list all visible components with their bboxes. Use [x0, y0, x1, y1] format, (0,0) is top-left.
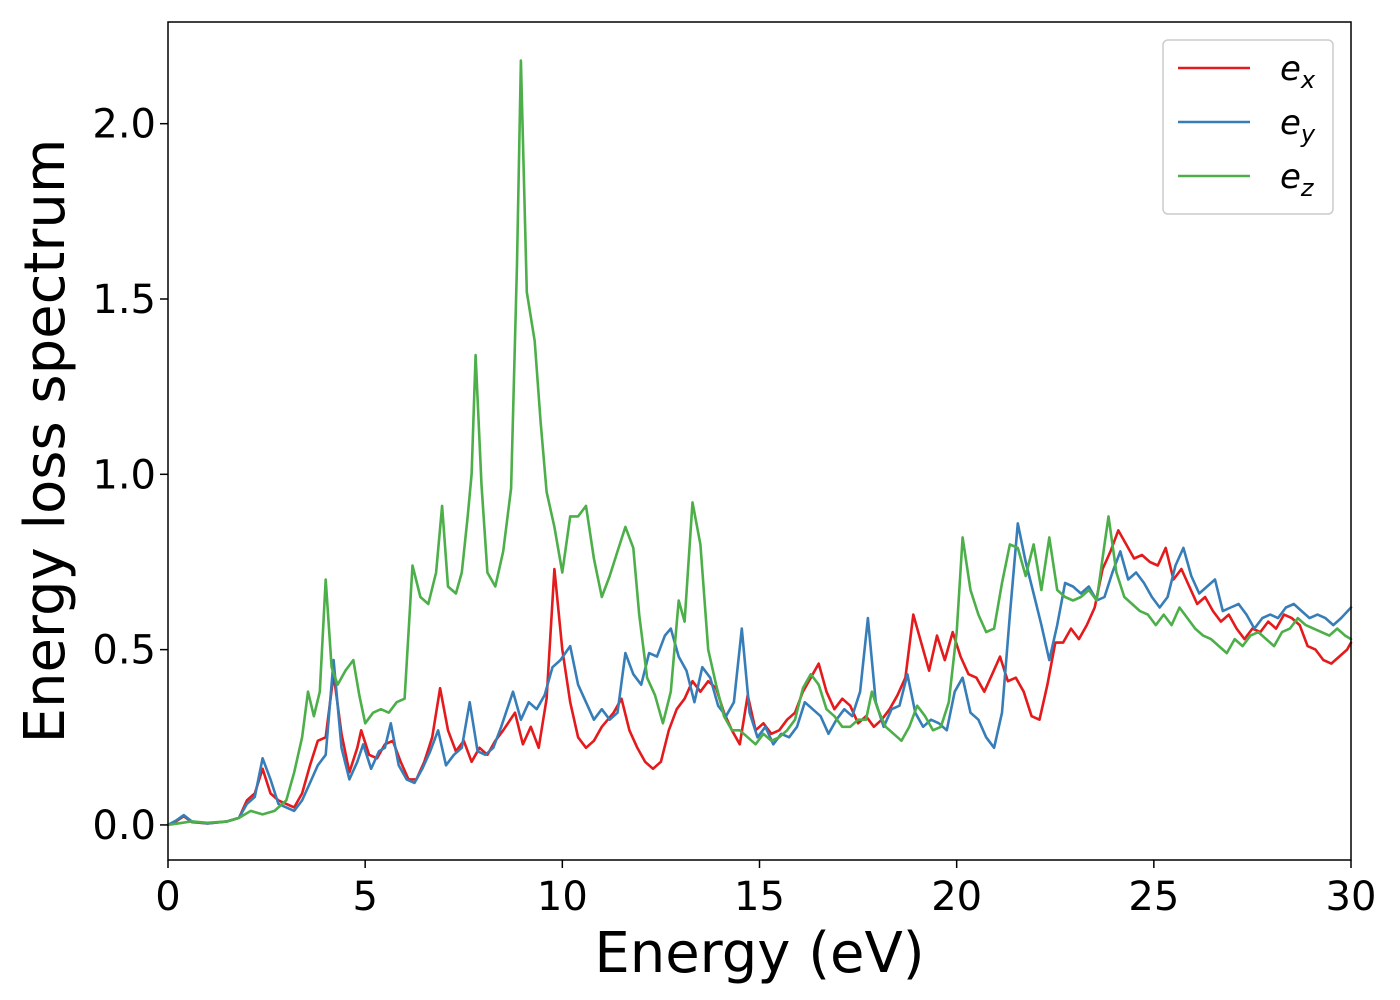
y-axis-ticks: 0.0 0.5 1.0 1.5 2.0 — [92, 102, 168, 849]
x-tick-label: 5 — [352, 874, 377, 920]
x-tick-label: 10 — [537, 874, 588, 920]
x-tick-label: 15 — [734, 874, 785, 920]
y-tick-label: 0.5 — [92, 628, 156, 674]
legend-label-ey: ey — [1280, 103, 1316, 148]
y-axis-label: Energy loss spectrum — [13, 139, 78, 744]
x-tick-label: 25 — [1128, 874, 1179, 920]
series-line-ey — [166, 522, 1353, 827]
legend-label-ex: ex — [1280, 49, 1316, 94]
x-tick-label: 20 — [931, 874, 982, 920]
y-tick-label: 0.0 — [92, 803, 156, 849]
series-layer — [166, 59, 1353, 827]
y-tick-label: 2.0 — [92, 102, 156, 148]
x-tick-label: 0 — [155, 874, 180, 920]
series-line-ez — [166, 59, 1353, 827]
x-axis-ticks: 0 5 10 15 20 25 30 — [155, 860, 1376, 920]
legend-box — [1162, 39, 1334, 215]
y-tick-label: 1.5 — [92, 277, 156, 323]
x-axis-label: Energy (eV) — [594, 921, 924, 986]
x-tick-label: 30 — [1326, 874, 1377, 920]
y-tick-label: 1.0 — [92, 452, 156, 498]
